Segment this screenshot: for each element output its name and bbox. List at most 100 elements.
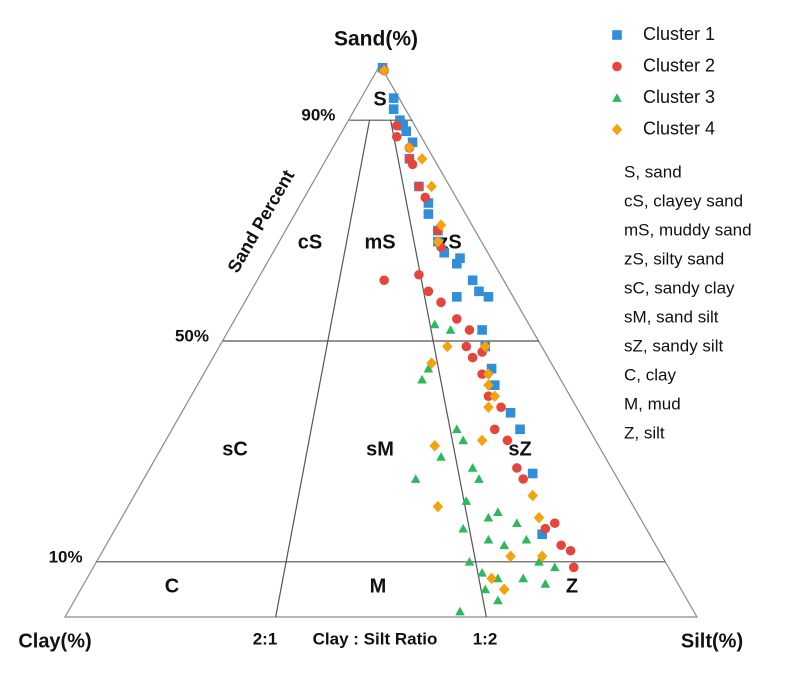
region-label: sC — [222, 438, 248, 460]
left-corner-label: Clay(%) — [18, 630, 91, 652]
data-point — [461, 341, 472, 352]
data-point — [483, 292, 494, 302]
data-point — [416, 153, 428, 165]
data-point — [452, 292, 462, 302]
data-point — [429, 440, 440, 452]
legend-marker — [612, 93, 622, 102]
data-point — [426, 357, 437, 369]
data-point — [467, 463, 478, 472]
data-point — [540, 523, 551, 534]
region-label: Z — [566, 575, 578, 597]
data-point — [458, 523, 468, 533]
ratio-title: Clay : Silt Ratio — [313, 629, 438, 648]
data-point — [505, 407, 516, 418]
region-label: sM — [366, 438, 394, 460]
data-point — [474, 286, 484, 297]
data-point — [518, 573, 528, 583]
data-point — [401, 126, 412, 137]
data-point — [464, 325, 475, 335]
data-point — [445, 325, 456, 334]
data-point — [388, 104, 399, 114]
data-point — [483, 391, 494, 402]
data-point — [379, 275, 389, 286]
region-label: mS — [364, 231, 395, 253]
data-point — [414, 181, 424, 192]
ratio-label: 2:1 — [253, 629, 278, 648]
region-label: S — [373, 88, 386, 110]
data-point — [477, 568, 487, 577]
axis-label: Sand Percent — [223, 167, 298, 277]
data-point — [502, 435, 513, 446]
data-point — [435, 219, 447, 231]
data-point — [483, 368, 494, 380]
data-point — [452, 314, 462, 324]
data-point — [474, 474, 484, 483]
data-point — [395, 115, 405, 125]
data-point — [486, 572, 497, 585]
data-point — [426, 180, 437, 193]
data-point — [407, 159, 418, 170]
class-boundary — [390, 120, 487, 618]
data-point — [442, 340, 453, 353]
data-point — [505, 550, 516, 563]
data-point — [392, 120, 402, 131]
tick-label: 50% — [175, 326, 209, 345]
data-point — [568, 562, 579, 573]
data-point — [499, 540, 510, 550]
data-point — [483, 379, 494, 391]
data-point — [420, 192, 431, 203]
data-point — [477, 325, 487, 335]
data-point — [536, 550, 548, 563]
data-point — [417, 374, 427, 384]
abbreviation: sC, sandy clay — [624, 278, 735, 297]
data-point — [452, 424, 462, 434]
legend-label: Cluster 3 — [643, 87, 715, 107]
legend-marker — [612, 30, 622, 40]
data-point — [533, 511, 545, 524]
data-point — [439, 247, 449, 258]
data-point — [540, 579, 551, 588]
data-point — [483, 512, 494, 522]
data-point — [498, 583, 510, 596]
data-point — [461, 496, 472, 505]
data-point — [483, 534, 494, 544]
data-point — [432, 235, 444, 248]
legend-label: Cluster 4 — [643, 118, 715, 138]
data-point — [423, 286, 434, 297]
legend-marker — [611, 123, 623, 136]
data-point — [512, 463, 522, 473]
data-point — [550, 518, 560, 528]
data-point — [398, 120, 408, 131]
data-point — [527, 489, 538, 502]
tick-label: 10% — [49, 547, 83, 566]
data-point — [493, 595, 503, 605]
data-point — [452, 258, 462, 269]
data-point — [467, 275, 478, 286]
abbreviation: sZ, sandy silt — [624, 336, 723, 355]
data-point — [476, 434, 488, 447]
data-point — [537, 529, 547, 539]
data-point — [432, 500, 444, 513]
data-point — [521, 534, 532, 544]
region-label: sZ — [508, 438, 531, 460]
abbreviation: C, clay — [624, 365, 676, 384]
data-point — [467, 352, 478, 363]
data-point — [534, 557, 544, 566]
data-point — [496, 402, 506, 413]
abbreviation: cS, clayey sand — [624, 191, 743, 210]
data-point — [423, 363, 434, 373]
data-point — [464, 557, 475, 566]
data-point — [477, 369, 487, 379]
data-point — [480, 584, 491, 594]
abbreviation: zS, silty sand — [624, 249, 724, 268]
legend-marker — [612, 61, 622, 72]
class-boundary — [275, 120, 371, 618]
abbreviation: mS, muddy sand — [624, 220, 752, 239]
tick-label: 90% — [301, 106, 335, 125]
data-point — [429, 319, 440, 329]
data-point — [378, 64, 390, 77]
right-corner-label: Silt(%) — [681, 630, 743, 652]
data-point — [512, 518, 522, 527]
chart-title: Sand(%) — [334, 28, 418, 51]
